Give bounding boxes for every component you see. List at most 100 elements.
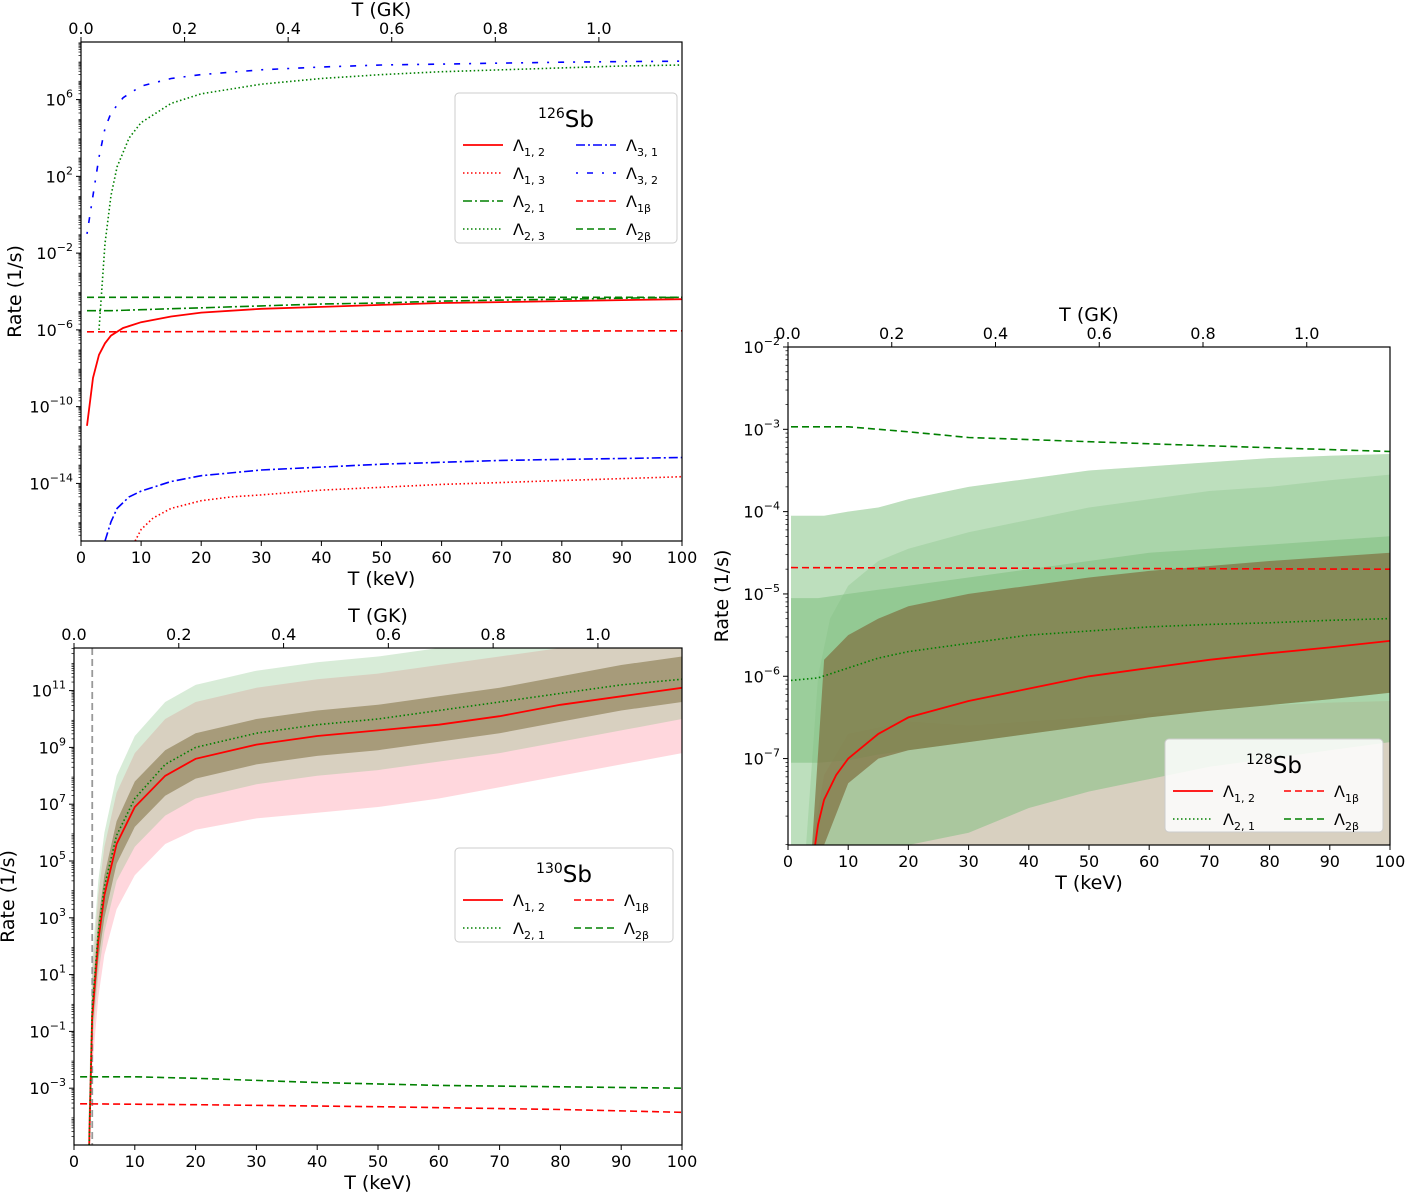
sb130-x-tick-label: 0 [69, 1152, 79, 1171]
sb130-y-tick-label: 109 [39, 735, 66, 757]
sb130-x-tick-label: 10 [125, 1152, 145, 1171]
sb126-top-tick-label: 0.0 [68, 19, 93, 38]
sb128-y-tick-label: 10−5 [743, 582, 780, 604]
sb128-top-xlabel: T (GK) [1058, 304, 1119, 326]
sb126-x-tick-label: 100 [667, 548, 698, 567]
sb130-legend: 130Sb Λ1, 2 Λ2, 1 Λ1β Λ2β [454, 847, 674, 943]
sb128-top-tick-label: 0.8 [1190, 324, 1215, 343]
sb130-legend-box [454, 847, 674, 943]
sb128-series-4-line [791, 425, 1390, 453]
sb126-x-tick-label: 20 [191, 548, 211, 567]
sb126-legend-label: Λ2, 1 [513, 192, 545, 215]
sb128-top-tick-label: 0.4 [983, 324, 1008, 343]
sb126-series-6-line [86, 60, 682, 235]
sb126-series-5-line [104, 456, 682, 541]
sb126-x-tick-label: 80 [552, 548, 572, 567]
sb126-x-tick-label: 60 [431, 548, 451, 567]
sb130-y-tick-label: 1011 [32, 679, 66, 701]
sb128-x-tick-label: 10 [838, 852, 858, 871]
sb130-top-tick-label: 0.6 [376, 625, 401, 644]
sb128-y-tick-label: 10−7 [743, 747, 780, 769]
sb130-top-tick-label: 0.4 [271, 625, 296, 644]
sb130-y-tick-label: 105 [39, 849, 66, 871]
sb126-legend-label: Λ2β [626, 220, 651, 243]
sb128-legend-label: Λ2, 1 [1223, 810, 1255, 833]
sb126-legend-label: Λ3, 1 [626, 136, 658, 159]
sb128-legend-label: Λ2β [1334, 810, 1359, 833]
sb130-top-tick-label: 0.0 [61, 625, 86, 644]
sb128-x-tick-label: 60 [1139, 852, 1159, 871]
sb130-y-tick-label: 107 [39, 792, 66, 814]
sb130-xlabel: T (keV) [343, 1172, 411, 1193]
sb126-y-tick-label: 106 [46, 88, 73, 110]
sb128-x-tick-label: 100 [1375, 852, 1406, 871]
sb126-top-tick-label: 0.2 [172, 19, 197, 38]
sb128-y-tick-label: 10−3 [743, 417, 780, 439]
sb130-legend-label: Λ1β [624, 891, 649, 914]
sb126-top-tick-label: 0.4 [275, 19, 300, 38]
sb128-panel: 0 10 20 30 40 50 60 70 80 90 100 0.0 0.2 0.4 0.6 0.8 1.0… [711, 304, 1405, 894]
sb130-x-tick-label: 40 [307, 1152, 327, 1171]
sb126-x-tick-label: 90 [612, 548, 632, 567]
sb130-top-tick-label: 0.2 [166, 625, 191, 644]
sb126-top-xlabel: T (GK) [351, 0, 412, 21]
sb126-panel: 0 10 20 30 40 50 60 70 80 90 100 0.0 0.2 0.4 0.6 0.8 1.0… [4, 0, 697, 590]
sb128-top-tick-label: 1.0 [1294, 324, 1319, 343]
sb128-top-tick-label: 0.0 [775, 324, 800, 343]
sb126-legend-label: Λ1, 2 [513, 136, 545, 159]
sb130-x-tick-label: 90 [611, 1152, 631, 1171]
sb130-x-tick-label: 30 [246, 1152, 266, 1171]
sb128-series-2-line [790, 617, 1390, 682]
sb130-y-tick-label: 103 [39, 906, 66, 928]
sb126-legend-title: 126Sb [538, 106, 594, 133]
sb128-ylabel: Rate (1/s) [711, 550, 733, 643]
sb128-top-tick-label: 0.6 [1087, 324, 1112, 343]
sb130-ylabel: Rate (1/s) [0, 850, 19, 943]
sb126-x-tick-label: 50 [371, 548, 391, 567]
sb128-legend-label: Λ1β [1334, 782, 1359, 805]
sb128-x-tick-label: 80 [1259, 852, 1279, 871]
sb130-legend-title: 130Sb [536, 861, 592, 888]
sb126-top-tick-label: 0.8 [483, 19, 508, 38]
sb130-x-tick-label: 20 [185, 1152, 205, 1171]
sb128-xlabel: T (keV) [1054, 872, 1122, 894]
sb126-y-tick-label: 10−14 [29, 471, 73, 493]
sb126-y-tick-label: 10−6 [36, 318, 73, 340]
sb130-legend-label: Λ2β [624, 919, 649, 942]
sb128-legend-title: 128Sb [1246, 752, 1302, 779]
sb128-x-tick-label: 70 [1199, 852, 1219, 871]
sb128-top-tick-label: 0.2 [879, 324, 904, 343]
sb128-legend: 128Sb Λ1, 2 Λ2, 1 Λ1β Λ2β [1164, 738, 1384, 833]
sb130-series-3-line [80, 1103, 682, 1114]
sb130-x-tick-label: 60 [429, 1152, 449, 1171]
sb128-legend-label: Λ1, 2 [1223, 782, 1255, 805]
sb130-y-tick-label: 10−3 [29, 1076, 66, 1098]
sb126-series-3-line [87, 296, 682, 312]
sb128-y-tick-label: 10−6 [743, 664, 780, 686]
sb130-series-1-line [88, 686, 682, 1145]
sb126-legend-box [454, 92, 678, 244]
sb128-x-tick-label: 90 [1320, 852, 1340, 871]
sb128-plot-area [790, 425, 1390, 845]
sb128-uncertainty-band-7 [812, 552, 1390, 845]
sb126-x-tick-label: 0 [76, 548, 86, 567]
sb130-y-tick-label: 101 [39, 963, 66, 985]
sb130-panel: 0 10 20 30 40 50 60 70 80 90 100 0.0 0.2 0.4 0.6 0.8 1.0… [0, 605, 697, 1193]
sb128-x-tick-label: 40 [1019, 852, 1039, 871]
sb130-x-tick-label: 50 [368, 1152, 388, 1171]
sb128-x-tick-label: 50 [1079, 852, 1099, 871]
sb126-x-tick-label: 30 [251, 548, 271, 567]
sb126-legend-label: Λ2, 3 [513, 220, 545, 243]
sb128-y-tick-label: 10−4 [743, 500, 780, 522]
sb130-top-tick-label: 0.8 [480, 625, 505, 644]
sb128-x-tick-label: 20 [898, 852, 918, 871]
sb130-y-tick-label: 10−1 [29, 1019, 66, 1041]
sb130-plot-area [80, 648, 682, 1145]
sb126-series-7-line [86, 329, 682, 333]
sb126-legend-label: Λ1, 3 [513, 164, 545, 187]
sb130-legend-label: Λ1, 2 [513, 891, 545, 914]
sb126-legend: 126Sb Λ1, 2 Λ1, 3 Λ2, 1 Λ2, 3 Λ3, 1 Λ3, 2 Λ1β Λ2… [454, 92, 678, 244]
sb130-legend-label: Λ2, 1 [513, 919, 545, 942]
sb126-y-tick-label: 10−2 [36, 241, 73, 263]
